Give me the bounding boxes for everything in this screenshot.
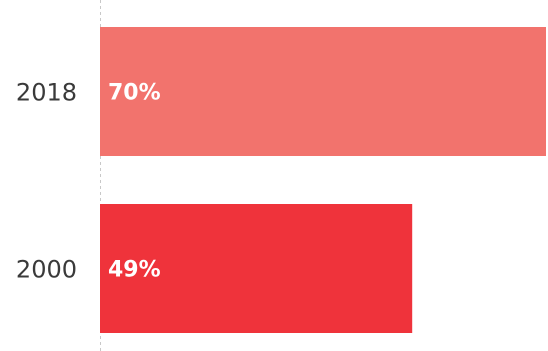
bars-layer <box>100 27 546 333</box>
labels-layer: 2018 70% 2000 49% <box>16 79 161 284</box>
bar-2018 <box>100 27 546 156</box>
value-label-2018: 70% <box>108 81 161 106</box>
value-label-2000: 49% <box>108 258 161 283</box>
bar-2000 <box>100 204 413 333</box>
category-label-2018: 2018 <box>16 79 77 107</box>
category-label-2000: 2000 <box>16 256 77 284</box>
